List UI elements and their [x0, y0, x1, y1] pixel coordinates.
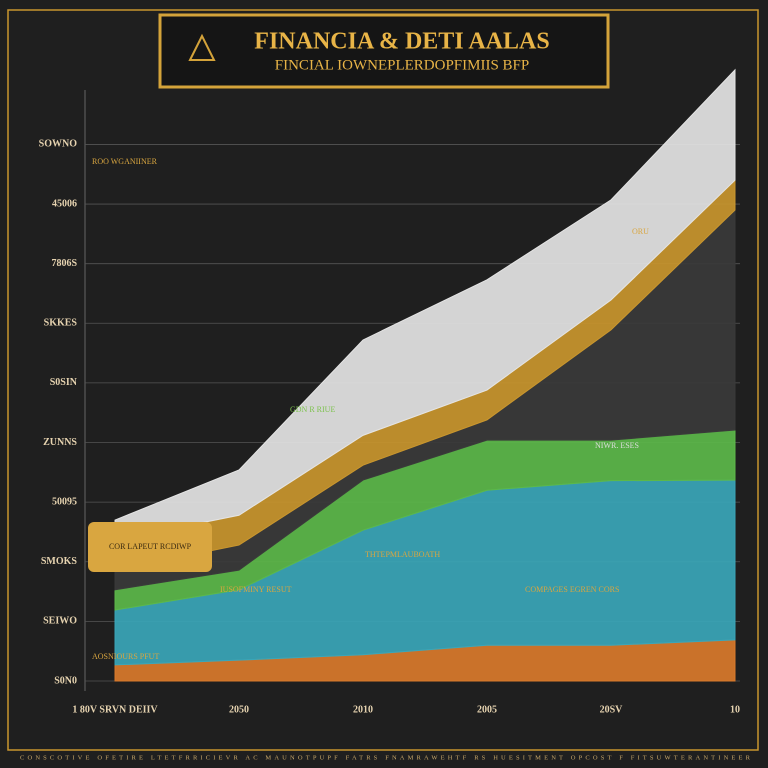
chart-subtitle: FINCIAL IOWNEPLERDOPFIMIIS BFP — [275, 57, 529, 73]
x-tick-label: 10 — [730, 704, 740, 715]
chart-title: FINANCIA & DETI AALAS — [254, 29, 549, 55]
x-tick-label: 2050 — [229, 704, 249, 715]
y-tick-label: S0SIN — [50, 377, 78, 388]
x-tick-label: 2005 — [477, 704, 497, 715]
y-tick-label: S0N0 — [54, 675, 77, 686]
annotation: NIWR. ESES — [595, 441, 639, 450]
y-tick-label: SEIWO — [43, 616, 77, 627]
annotation: IUSOFMINY RESUT — [220, 585, 292, 594]
x-tick-label: 1 80V SRVN DEIIV — [72, 704, 158, 715]
y-tick-label: 45006 — [52, 198, 77, 209]
y-tick-label: SMOKS — [41, 556, 78, 567]
annotation: COMPAGES EGREN CORS — [525, 585, 619, 594]
x-tick-label: 20SV — [600, 704, 624, 715]
plot: S0N0 SEIWO SMOKS 50095 ZUNNS S0SIN SKKES 7806S 4… — [39, 68, 740, 715]
y-tick-label: SOWNO — [39, 139, 78, 150]
y-tick-label: SKKES — [44, 318, 78, 329]
callout-box — [88, 522, 212, 572]
y-tick-label: 7806S — [51, 258, 77, 269]
logo — [188, 33, 216, 61]
area — [114, 68, 736, 541]
title-box — [158, 13, 610, 89]
x-tick-label: 2010 — [353, 704, 373, 715]
annotation: ROO WGANIINER — [92, 157, 158, 166]
annotation: THTEPMLAUBOATH — [365, 550, 440, 559]
annotation: ORU — [632, 227, 649, 236]
y-tick-label: 50095 — [52, 496, 77, 507]
footer: CONSCOTIVE OFETIRE LTETFRRICIEVR AC MAUN… — [20, 754, 751, 761]
annotation: AOSNIOURS PFUT — [92, 652, 159, 661]
y-tick-label: ZUNNS — [43, 437, 77, 448]
callout-text: COR LAPEUT RCDIWP — [109, 542, 192, 551]
annotation: GDN R RIUE — [290, 405, 335, 414]
